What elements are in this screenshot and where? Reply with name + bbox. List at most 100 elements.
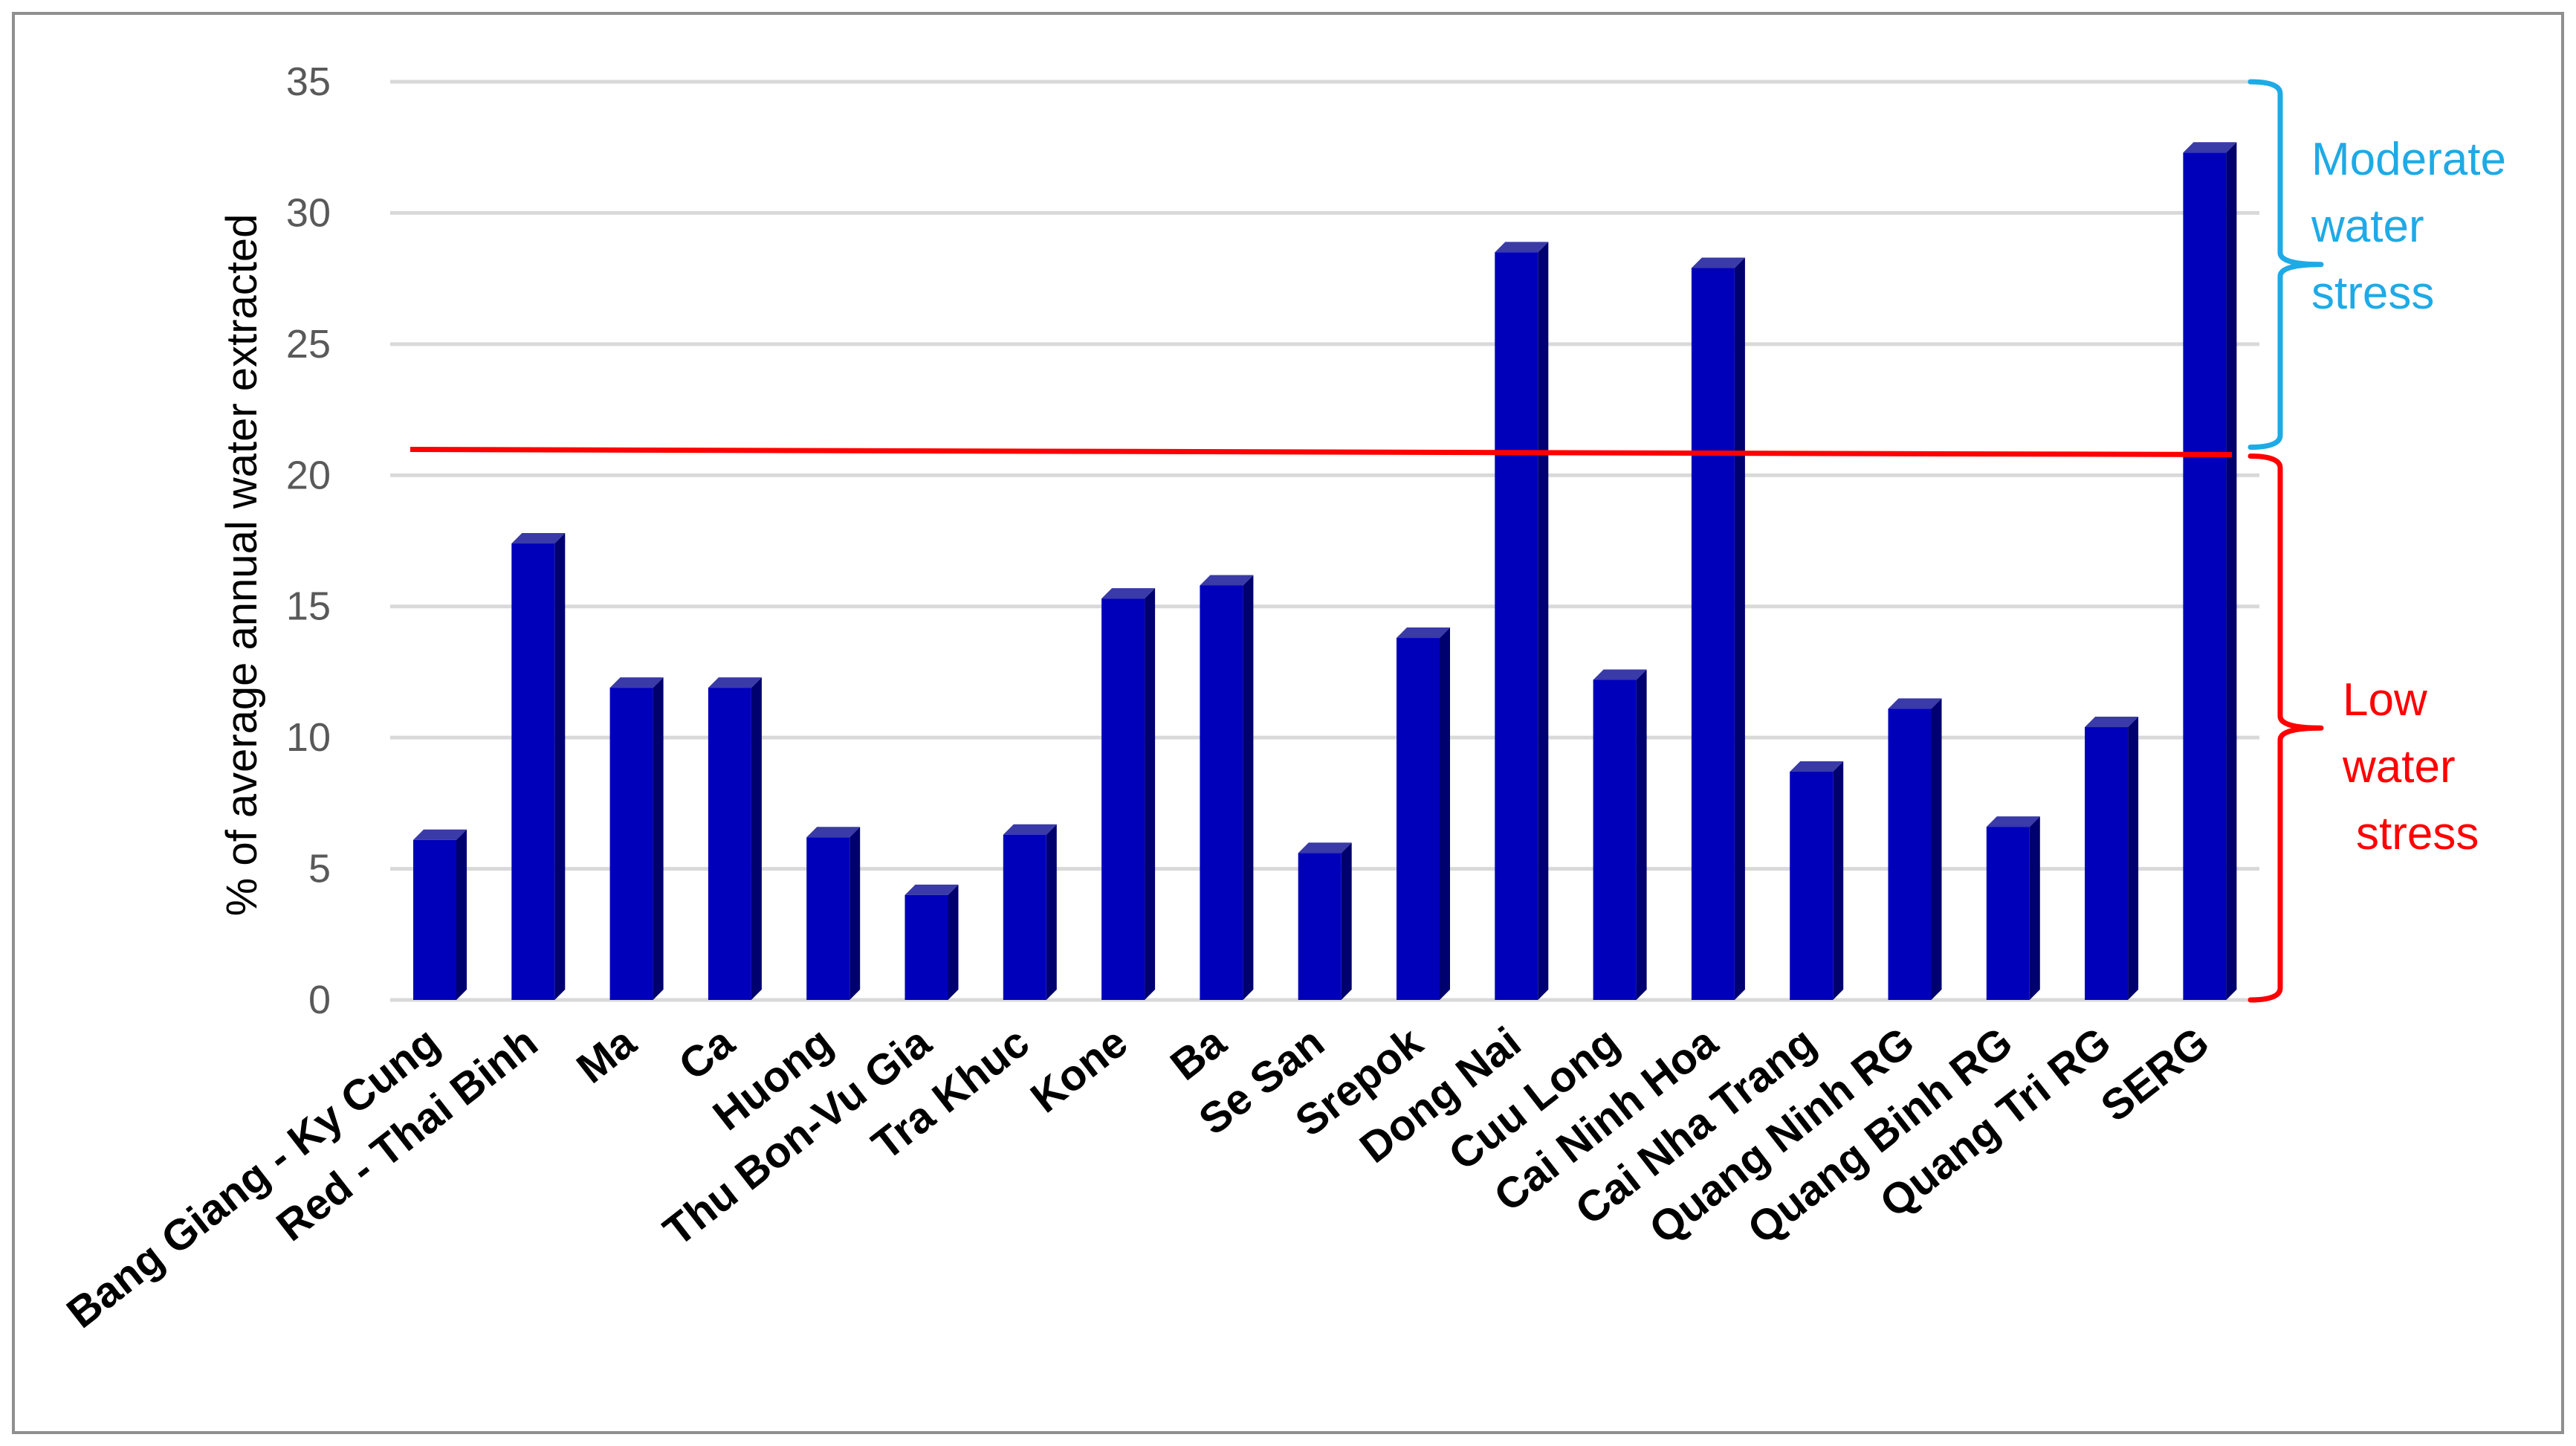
bar-side	[1440, 627, 1450, 1000]
bar	[806, 827, 861, 1000]
bar-top	[1593, 669, 1647, 680]
bar	[413, 829, 467, 1000]
bar-front	[1003, 834, 1046, 1000]
bar	[1986, 816, 2040, 1000]
bar-top	[609, 677, 664, 688]
bar	[1593, 669, 1647, 1000]
bar	[1495, 242, 1549, 1000]
bar-front	[1298, 853, 1342, 1000]
bar	[1298, 842, 1352, 1000]
annotation-line: water	[2311, 201, 2424, 252]
low-stress-label: Low water stress	[2342, 674, 2479, 859]
bar-side	[1538, 242, 1549, 1000]
bar-front	[1888, 709, 1932, 1000]
bar-front	[511, 543, 555, 1000]
threshold	[410, 447, 2233, 458]
bar	[511, 533, 566, 1000]
moderate-stress-label: Moderate water stress	[2311, 134, 2506, 319]
bar-front	[2183, 152, 2227, 1000]
bar-front	[904, 894, 948, 1000]
y-tick-label: 0	[308, 978, 331, 1022]
bar	[1397, 627, 1450, 1000]
y-tick-label: 30	[286, 190, 331, 235]
moderate-stress-brace	[2247, 79, 2324, 451]
y-axis-tick-labels: 0 5 10 15 20 25 30 35	[286, 59, 331, 1022]
annotation-line: stress	[2311, 268, 2434, 319]
bar	[708, 677, 762, 1000]
bar	[1790, 761, 1844, 1000]
y-tick-label: 25	[286, 322, 331, 367]
annotation-line: Moderate	[2311, 134, 2506, 185]
bar-front	[1200, 585, 1243, 1000]
bar-top	[1986, 816, 2040, 827]
bar-top	[806, 827, 861, 838]
bar-side	[1636, 669, 1647, 1000]
bar-front	[1691, 268, 1735, 1000]
bar-top	[413, 829, 467, 840]
bar	[1101, 588, 1156, 1000]
bar-front	[806, 837, 850, 1000]
bar-top	[511, 533, 566, 544]
bar-side	[1341, 842, 1352, 1000]
bar-front	[1790, 772, 1834, 1000]
y-axis-title: % of average annual water extracted	[218, 214, 266, 917]
low-stress-brace	[2247, 454, 2324, 1003]
bar-side	[554, 533, 566, 1000]
bar-side	[1046, 824, 1057, 1000]
stress-annotations: Moderate water stress Low water stress	[2247, 79, 2506, 1003]
bar-front	[609, 688, 653, 1000]
bar-side	[1145, 588, 1156, 1000]
y-tick-label: 10	[286, 715, 331, 760]
bar-side	[2128, 717, 2139, 1000]
bar	[2085, 717, 2139, 1000]
y-tick-label: 20	[286, 453, 331, 497]
bar	[609, 677, 664, 1000]
gridlines	[390, 80, 2259, 1002]
y-tick-label: 35	[286, 59, 331, 104]
annotation-line: Low	[2343, 674, 2427, 726]
bar-side	[1833, 761, 1844, 1000]
bar	[1888, 698, 1942, 1000]
threshold-line	[410, 447, 2233, 458]
bar-side	[1243, 575, 1254, 1000]
bar-side	[1931, 698, 1942, 1000]
bar-top	[1397, 627, 1450, 639]
bar-front	[1101, 598, 1145, 1000]
bar-top	[1200, 575, 1254, 586]
bar	[2183, 142, 2237, 1000]
bar-side	[456, 829, 467, 1000]
y-tick-label: 5	[308, 847, 331, 891]
bar	[904, 884, 959, 1000]
bar-side	[2029, 816, 2040, 1000]
y-tick-label: 15	[286, 584, 331, 629]
chart-frame	[12, 12, 2564, 1434]
annotation-line: water	[2342, 741, 2456, 793]
bar-top	[2183, 142, 2237, 153]
bar-side	[1734, 257, 1745, 1000]
bar-side	[2226, 142, 2237, 1000]
bar-top	[1101, 588, 1156, 599]
bar-front	[1397, 638, 1440, 1000]
bar-top	[2085, 717, 2139, 728]
bar-front	[413, 839, 456, 1000]
bar-side	[653, 677, 664, 1000]
bar-front	[1986, 827, 2030, 1000]
bar	[1003, 824, 1057, 1000]
bar-top	[1691, 257, 1745, 268]
bars	[413, 142, 2237, 1000]
bar-top	[1298, 842, 1352, 853]
annotation-line: stress	[2356, 808, 2479, 859]
bar	[1200, 575, 1254, 1000]
bar-side	[850, 827, 861, 1000]
bar-top	[1003, 824, 1057, 835]
bar-top	[708, 677, 762, 688]
bar-front	[2085, 727, 2129, 1000]
bar-top	[1495, 242, 1549, 253]
bar-top	[1888, 698, 1942, 709]
bar	[1691, 257, 1745, 1000]
bar-front	[1495, 252, 1538, 1000]
bar-front	[1593, 680, 1637, 1000]
bar-side	[751, 677, 762, 1000]
bar-side	[948, 884, 959, 1000]
